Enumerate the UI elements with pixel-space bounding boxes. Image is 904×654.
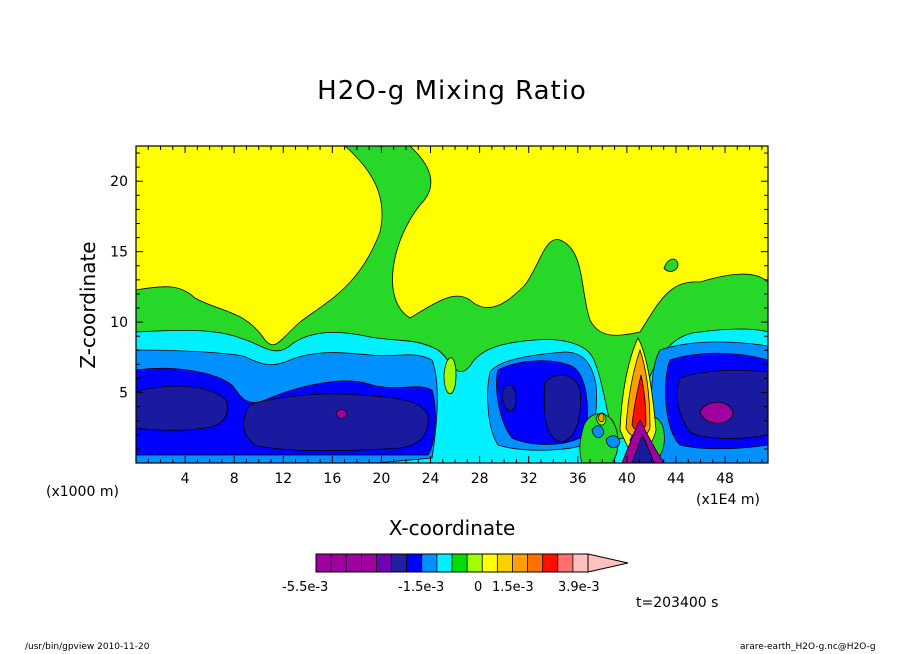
x-tick-label: 24 — [422, 471, 440, 487]
colorbar-segment — [467, 554, 483, 572]
x-tick-label: 28 — [471, 471, 489, 487]
plot-frame — [135, 145, 769, 464]
contour-region-navy — [136, 385, 228, 431]
x-tick-label: 12 — [274, 471, 292, 487]
colorbar-segment — [452, 554, 468, 572]
contour-region-navy — [501, 384, 517, 412]
contour-region-lightblue — [605, 435, 621, 449]
colorbar-segment — [406, 554, 423, 572]
contour-field — [136, 146, 768, 463]
x-axis-scale-note: (x1E4 m) — [696, 492, 760, 508]
y-tick-label: 10 — [110, 315, 128, 331]
x-tick-label: 32 — [520, 471, 538, 487]
colorbar: -5.5e-3 -1.5e-3 0 1.5e-3 3.9e-3 — [282, 553, 629, 595]
y-tick-label: 15 — [110, 245, 128, 261]
colorbar-label: -5.5e-3 — [282, 580, 328, 595]
y-tick-label: 5 — [119, 386, 128, 402]
x-axis-unit: (x1000 m) — [46, 484, 119, 500]
x-tick-label: 44 — [667, 471, 685, 487]
colorbar-segment — [497, 554, 513, 572]
contour-region-green — [663, 258, 679, 272]
footer-left: /usr/bin/gpview 2010-11-20 — [25, 642, 150, 652]
colorbar-label: 0 — [474, 580, 482, 595]
contour-region-orange — [597, 413, 605, 423]
colorbar-segment — [331, 554, 347, 572]
colorbar-segment — [436, 554, 453, 572]
x-tick-label: 8 — [230, 471, 239, 487]
colorbar-label: -1.5e-3 — [398, 580, 444, 595]
x-tick-label: 40 — [618, 471, 636, 487]
x-tick-label: 48 — [716, 471, 734, 487]
colorbar-segment — [316, 554, 332, 572]
contour-region-purple — [335, 409, 348, 419]
colorbar-label: 1.5e-3 — [492, 580, 534, 595]
x-axis-title: X-coordinate — [388, 516, 516, 540]
colorbar-arrow — [587, 553, 629, 573]
colorbar-segment — [482, 554, 498, 572]
y-axis-title: Z-coordinate — [76, 241, 100, 369]
colorbar-segment — [512, 554, 528, 572]
contour-region-lime — [443, 357, 457, 395]
footer-right: arare-earth_H2O-g.nc@H2O-g — [740, 642, 876, 652]
colorbar-segment — [376, 554, 392, 572]
colorbar-segment — [391, 554, 407, 572]
x-tick-label: 36 — [569, 471, 587, 487]
colorbar-segment — [527, 554, 543, 572]
colorbar-segment — [361, 554, 377, 572]
colorbar-segment — [557, 554, 574, 572]
contour-region-navy — [631, 433, 655, 463]
x-tick-label: 16 — [323, 471, 341, 487]
time-label: t=203400 s — [636, 595, 719, 611]
colorbar-segment — [542, 554, 559, 572]
colorbar-segment — [346, 554, 362, 572]
contour-region-purple — [699, 401, 734, 424]
contour-region-navy — [243, 393, 429, 452]
contour-region-lightblue — [591, 425, 605, 439]
x-tick-label: 4 — [181, 471, 190, 487]
x-tick-label: 20 — [373, 471, 391, 487]
contour-region-navy — [543, 374, 581, 443]
colorbar-label: 3.9e-3 — [558, 580, 600, 595]
chart-title: H2O-g Mixing Ratio — [317, 76, 587, 106]
colorbar-segment — [421, 554, 438, 572]
y-tick-label: 20 — [110, 174, 128, 190]
colorbar-segment — [572, 554, 589, 572]
